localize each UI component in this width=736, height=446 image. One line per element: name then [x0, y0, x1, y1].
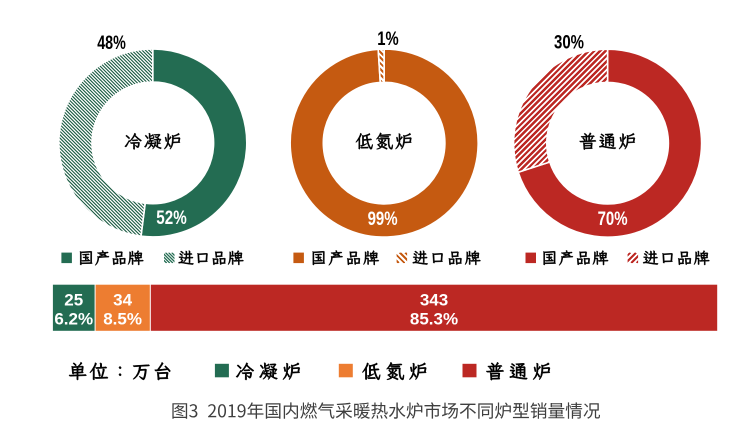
svg-text:85.3%: 85.3%: [410, 309, 458, 328]
svg-text:48%: 48%: [97, 33, 126, 54]
svg-text:343: 343: [420, 290, 448, 309]
svg-text:8.5%: 8.5%: [103, 309, 142, 328]
svg-text:70%: 70%: [598, 209, 628, 230]
svg-text:1%: 1%: [377, 29, 398, 50]
svg-text:6.2%: 6.2%: [54, 309, 93, 328]
svg-text:34: 34: [113, 290, 132, 309]
svg-text:30%: 30%: [554, 33, 584, 54]
svg-text:25: 25: [64, 290, 83, 309]
svg-text:99%: 99%: [368, 209, 398, 230]
svg-text:52%: 52%: [156, 208, 186, 229]
